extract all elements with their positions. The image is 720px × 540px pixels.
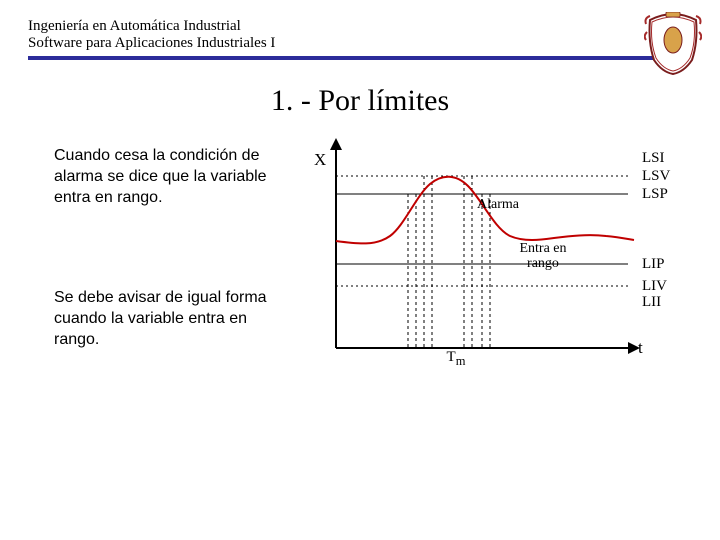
entra-line2: rango (527, 256, 559, 271)
page-header: Ingeniería en Automática Industrial Soft… (0, 0, 720, 66)
entra-en-rango-label: Entra en rango (508, 242, 578, 271)
paragraph-1: Cuando cesa la condición de alarma se di… (54, 146, 294, 208)
limit-label-lsv: LSV (642, 168, 670, 185)
entra-line1: Entra en (519, 241, 566, 256)
limits-chart: X LSI LSV LSP LIP LIV LII Alarma Entra e… (318, 136, 678, 366)
alarma-label: Alarma (468, 198, 528, 213)
x-axis-label: t (638, 338, 643, 358)
limit-label-lsp: LSP (642, 186, 668, 203)
course-line-1: Ingeniería en Automática Industrial (28, 18, 692, 35)
tm-text: T (447, 349, 456, 365)
limit-label-lsi: LSI (642, 150, 665, 167)
tm-sub: m (456, 354, 466, 368)
slide-title: 1. - Por límites (0, 84, 720, 118)
course-line-2: Software para Aplicaciones Industriales … (28, 35, 692, 52)
university-crest-icon (644, 12, 702, 76)
y-axis-label: X (314, 150, 326, 170)
paragraph-2: Se debe avisar de igual forma cuando la … (54, 288, 294, 350)
tm-label: Tm (436, 350, 476, 368)
limit-label-lip: LIP (642, 256, 665, 273)
header-rule (28, 56, 668, 60)
limit-label-liv: LIV (642, 278, 667, 295)
slide-body: Cuando cesa la condición de alarma se di… (0, 118, 720, 498)
limit-label-lii: LII (642, 294, 661, 311)
